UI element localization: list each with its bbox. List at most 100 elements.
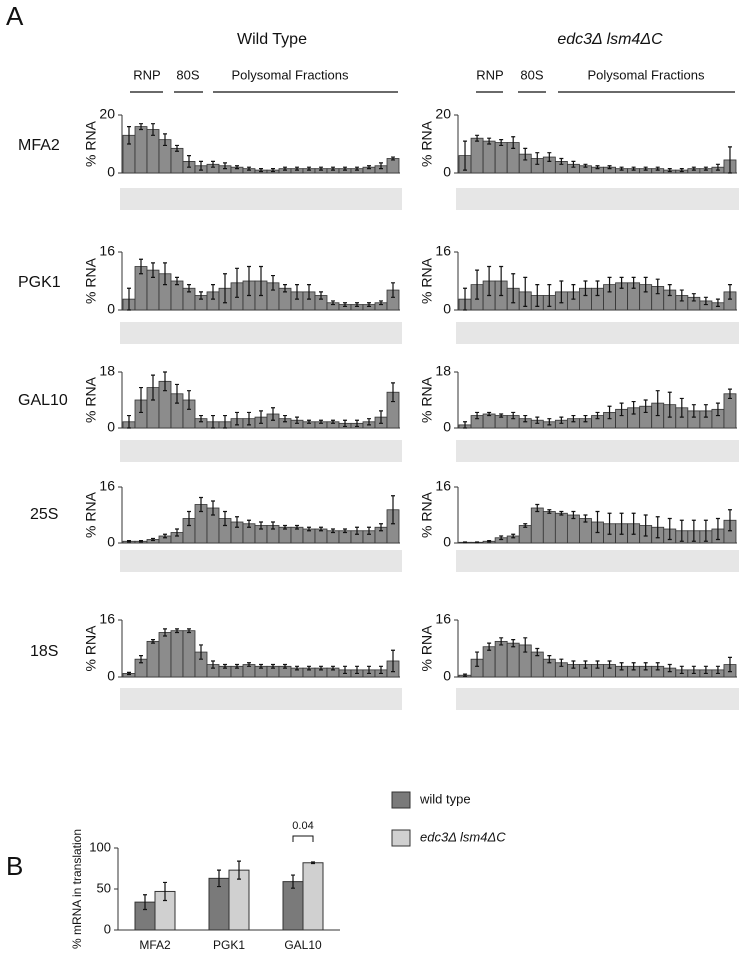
error-bar [247, 662, 251, 667]
error-bar [291, 874, 295, 889]
legend-label: edc3Δ lsm4ΔC [420, 829, 506, 844]
blot [120, 688, 402, 710]
y-tick-label: 20 [99, 106, 115, 122]
y-tick-label: 16 [435, 243, 451, 259]
error-bar [343, 419, 347, 428]
error-bar [295, 166, 299, 171]
error-bar [319, 291, 323, 300]
error-bar [391, 282, 395, 298]
y-tick-label: 100 [89, 839, 111, 854]
error-bar [211, 284, 215, 300]
error-bar [331, 300, 335, 306]
error-bar [187, 155, 191, 168]
legend-label: wild type [419, 791, 471, 806]
error-bar [643, 514, 648, 537]
error-bar [127, 539, 131, 543]
y-axis-label: % RNA [83, 120, 99, 167]
error-bar [271, 274, 275, 291]
bar [518, 525, 532, 544]
error-bar [271, 663, 275, 669]
error-bar [619, 662, 624, 671]
error-bar [295, 416, 299, 424]
error-bar [547, 418, 552, 426]
error-bar [511, 533, 516, 539]
error-bar [679, 519, 684, 542]
error-bar [247, 411, 251, 426]
error-bar [655, 166, 660, 171]
error-bar [667, 517, 672, 541]
error-bar [139, 258, 143, 275]
column-title: Wild Type [237, 31, 307, 48]
error-bar [523, 147, 528, 161]
bar [146, 129, 160, 174]
blot [120, 322, 402, 344]
error-bar [547, 152, 552, 162]
error-bar [655, 662, 660, 671]
error-bar [367, 418, 371, 426]
y-axis-label: % RNA [83, 491, 99, 538]
error-bar [619, 512, 624, 535]
error-bar [655, 516, 660, 539]
panel-label: A [6, 1, 24, 31]
error-bar [259, 663, 263, 669]
y-tick-label: 0 [443, 419, 451, 435]
error-bar [523, 276, 528, 307]
y-tick-label: 18 [435, 363, 451, 379]
error-bar [139, 386, 143, 414]
error-bar [559, 510, 564, 516]
fraction-label: RNP [133, 67, 160, 82]
error-bar [235, 267, 239, 298]
error-bar [667, 391, 672, 418]
error-bar [331, 665, 335, 671]
y-tick-label: 16 [99, 478, 115, 494]
error-bar [379, 410, 383, 424]
error-bar [535, 284, 540, 307]
y-axis-label: % RNA [419, 625, 435, 672]
error-bar [127, 126, 131, 145]
error-bar [127, 414, 131, 429]
error-bar [283, 284, 287, 293]
bar [506, 642, 520, 678]
error-bar [283, 524, 287, 530]
error-bar [283, 414, 287, 423]
error-bar [391, 156, 395, 161]
error-bar [511, 136, 516, 149]
error-bar [175, 628, 179, 634]
error-bar [499, 139, 504, 147]
error-bar [319, 419, 323, 424]
error-bar [715, 163, 720, 171]
error-bar [367, 526, 371, 535]
error-bar [475, 541, 480, 544]
y-tick-label: 0 [107, 534, 115, 550]
error-bar [679, 289, 684, 302]
y-axis-label: % mRNA in translation [70, 829, 84, 949]
error-bar [655, 390, 660, 417]
error-bar [163, 133, 167, 147]
error-bar [163, 533, 167, 539]
error-bar [319, 526, 323, 532]
bar [494, 640, 508, 678]
y-tick-label: 0 [107, 301, 115, 317]
error-bar [139, 539, 143, 543]
row-label: MFA2 [18, 137, 60, 154]
row-label: PGK1 [18, 274, 61, 291]
error-bar [583, 280, 588, 297]
y-tick-label: 0 [443, 301, 451, 317]
error-bar [667, 168, 672, 173]
error-bar [583, 163, 588, 168]
fraction-label: 80S [176, 67, 199, 82]
error-bar [217, 869, 221, 888]
bar [530, 507, 544, 544]
row-label: 18S [30, 643, 58, 660]
error-bar [571, 414, 576, 423]
error-bar [703, 665, 708, 675]
error-bar [487, 411, 492, 417]
error-bar [331, 166, 335, 171]
bar [158, 632, 172, 678]
error-bar [643, 662, 648, 671]
error-bar [511, 273, 516, 304]
y-axis-label: % RNA [83, 376, 99, 423]
error-bar [127, 287, 131, 311]
error-bar [331, 419, 335, 424]
error-bar [643, 399, 648, 414]
